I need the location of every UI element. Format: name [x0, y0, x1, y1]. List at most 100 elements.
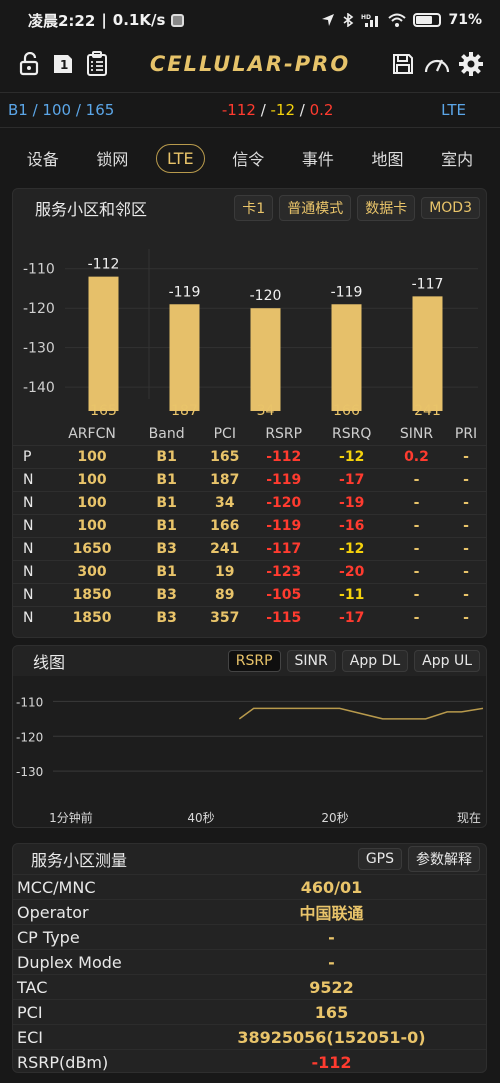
cell-rsrq: -17 — [316, 605, 387, 629]
measure-value: 460/01 — [300, 877, 363, 897]
cell-rsrq: -19 — [316, 490, 387, 514]
tab-events[interactable]: 事件 — [301, 150, 334, 169]
cell-type: N — [13, 605, 50, 629]
col-rsrq: RSRQ — [332, 425, 372, 442]
measure-key: TAC — [17, 977, 48, 997]
app-logo: CELLULAR-PRO — [149, 52, 351, 76]
x-category-label: 187 — [171, 403, 198, 419]
bar — [169, 304, 200, 411]
table-row: N 300 B1 19 -123 -20- - — [13, 559, 486, 583]
table-row: N 1650 B3 241 -117 -12- - — [13, 536, 486, 560]
wifi-icon — [388, 13, 407, 27]
cell-rsrp: -112 — [250, 444, 317, 468]
measure-value: - — [328, 927, 335, 947]
y-tick-label: -110 — [23, 262, 55, 278]
status-net-speed: 0.1K/s — [112, 11, 166, 29]
measure-row: ECI 38925056(152051-0) — [13, 1024, 486, 1049]
x-tick-label: 20秒 — [321, 811, 348, 825]
tab-lock-network[interactable]: 锁网 — [96, 150, 129, 169]
cell-rsrp: -120 — [250, 490, 317, 514]
location-icon — [322, 14, 335, 26]
measure-key: PCI — [17, 1002, 43, 1022]
cell-pci: 166 — [198, 513, 251, 537]
lock-open-icon[interactable] — [12, 47, 46, 81]
x-category-label: 165 — [90, 403, 117, 419]
cell-rsrp: -115 — [250, 605, 317, 629]
measure-value: 中国联通 — [299, 904, 364, 923]
cell-type: N — [13, 490, 50, 514]
sim-icon[interactable]: 1 — [46, 47, 80, 81]
chip-mod3[interactable]: MOD3 — [421, 197, 480, 219]
cell-band: B1 — [134, 467, 199, 491]
col-rsrp: RSRP — [265, 425, 303, 442]
table-row: N 100 B1 34 -120 -19- - — [13, 490, 486, 514]
cell-band: B1 — [134, 559, 199, 583]
measure-row: MCC/MNC 460/01 — [13, 874, 486, 899]
notification-icon — [171, 13, 185, 27]
cell-rsrp: -119 — [250, 513, 317, 537]
bar — [331, 304, 362, 411]
cell-arfcn: 100 — [49, 490, 135, 514]
cell-pci: 89 — [198, 582, 251, 606]
tab-lte[interactable]: LTE — [156, 143, 205, 173]
bar — [250, 308, 281, 411]
table-header-row: ARFCN Band PCI RSRP RSRQ SINR PRI — [13, 423, 486, 445]
tab-signaling[interactable]: 信令 — [232, 150, 265, 169]
cell-sinr: - — [386, 490, 447, 514]
col-pri: PRI — [454, 425, 478, 442]
measure-value: 165 — [314, 1002, 349, 1022]
app-toolbar: 1 CELLULAR-PRO — [0, 40, 500, 88]
chip-rsrp[interactable]: RSRP — [227, 650, 281, 672]
cell-sinr: - — [386, 536, 447, 560]
series-line — [238, 707, 484, 720]
measure-value: -112 — [311, 1052, 352, 1072]
gear-icon[interactable] — [454, 47, 488, 81]
chip-sim1[interactable]: 卡1 — [234, 195, 274, 221]
save-icon[interactable] — [386, 47, 420, 81]
summary-sinr: 0.2 — [309, 101, 334, 119]
status-bar: 凌晨2:22 | 0.1K/s HD 71% — [0, 0, 500, 40]
tab-map[interactable]: 地图 — [371, 150, 404, 169]
speedometer-icon[interactable] — [420, 47, 454, 81]
chip-app-dl[interactable]: App DL — [341, 650, 409, 672]
measure-key: MCC/MNC — [17, 877, 96, 897]
table-row: N 100 B1 187 -119 -17- - — [13, 467, 486, 491]
chip-normal-mode[interactable]: 普通模式 — [279, 195, 352, 221]
battery-icon — [413, 13, 442, 27]
cell-sinr: - — [386, 605, 447, 629]
tab-device[interactable]: 设备 — [26, 150, 59, 169]
serving-neighbor-card: 服务小区和邻区 卡1 普通模式 数据卡 MOD3 -110 -120 -130 -14… — [12, 188, 487, 638]
table-row: P 100 B1 165 -112 -12 0.2- — [13, 444, 486, 468]
tab-indoor[interactable]: 室内 — [441, 150, 474, 169]
measure-key: Duplex Mode — [17, 952, 122, 972]
cell-arfcn: 1650 — [49, 536, 135, 560]
cell-arfcn: 100 — [49, 467, 135, 491]
y-tick-label: -130 — [23, 341, 55, 357]
chip-gps[interactable]: GPS — [357, 848, 402, 870]
status-time: 凌晨2:22 — [28, 11, 96, 30]
measure-key: CP Type — [17, 927, 80, 947]
chip-sinr[interactable]: SINR — [286, 650, 336, 672]
cell-pri: - — [446, 536, 486, 560]
measure-card-title: 服务小区测量 — [31, 851, 128, 870]
col-pci: PCI — [213, 425, 236, 442]
status-divider: | — [101, 11, 107, 29]
measure-value: 9522 — [309, 977, 354, 997]
cell-rsrq: -11 — [316, 582, 387, 606]
measure-row: PCI 165 — [13, 999, 486, 1024]
chip-app-ul[interactable]: App UL — [414, 650, 480, 672]
measure-value: - — [328, 952, 335, 972]
clipboard-icon[interactable] — [80, 47, 114, 81]
bar — [412, 296, 443, 411]
cell-pci: 34 — [198, 490, 251, 514]
bar-data-label: -119 — [331, 284, 363, 300]
cell-pri: - — [446, 513, 486, 537]
cell-band: B3 — [134, 536, 199, 560]
chip-param-explain[interactable]: 参数解释 — [408, 846, 480, 872]
cell-pri: - — [446, 444, 486, 468]
table-row: N 100 B1 166 -119 -16- - — [13, 513, 486, 537]
chip-data-card[interactable]: 数据卡 — [357, 195, 416, 221]
cell-sinr: - — [386, 513, 447, 537]
cells-card-header: 服务小区和邻区 卡1 普通模式 数据卡 MOD3 — [13, 189, 486, 227]
cell-arfcn: 300 — [49, 559, 135, 583]
